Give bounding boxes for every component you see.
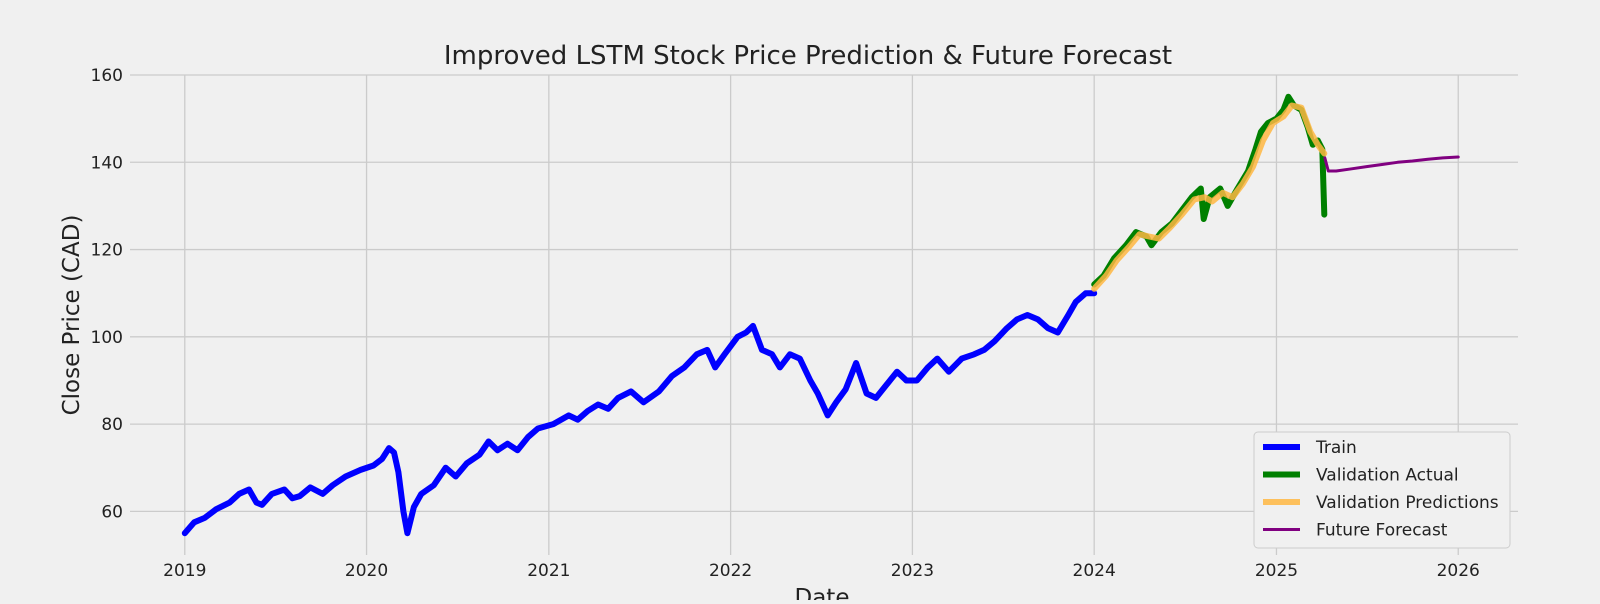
series-line-validation-predictions bbox=[1091, 102, 1328, 292]
series-line-future-forecast bbox=[1323, 155, 1460, 173]
y-tick-label: 160 bbox=[91, 66, 123, 86]
y-tick-label: 120 bbox=[91, 241, 123, 261]
y-tick-label: 80 bbox=[101, 415, 123, 435]
x-tick-label: 2023 bbox=[891, 561, 934, 581]
series-layer bbox=[181, 93, 1460, 537]
legend: Train Validation Actual Validation Predict… bbox=[1253, 431, 1511, 549]
y-tick-label: 100 bbox=[91, 328, 123, 348]
y-axis-label: Close Price (CAD) bbox=[59, 215, 85, 416]
series-line-train bbox=[181, 290, 1098, 537]
legend-item: Future Forecast bbox=[1263, 521, 1448, 541]
x-tick-label: 2025 bbox=[1255, 561, 1298, 581]
x-tick-label: 2019 bbox=[163, 561, 206, 581]
legend-label: Validation Actual bbox=[1316, 466, 1459, 486]
x-tick-label: 2024 bbox=[1073, 561, 1116, 581]
legend-item: Validation Actual bbox=[1263, 466, 1459, 486]
x-axis-label: Date bbox=[795, 585, 850, 600]
x-tick-label: 2022 bbox=[709, 561, 752, 581]
legend-label: Train bbox=[1315, 438, 1357, 458]
x-tick-label: 2026 bbox=[1437, 561, 1480, 581]
y-tick-label: 140 bbox=[91, 153, 123, 173]
tick-labels: 2019 2020 2021 2022 2023 2024 2025 2026 60 80 100 1… bbox=[91, 66, 1480, 581]
x-tick-label: 2021 bbox=[527, 561, 570, 581]
legend-label: Validation Predictions bbox=[1316, 493, 1499, 513]
y-tick-label: 60 bbox=[101, 502, 123, 522]
legend-item: Validation Predictions bbox=[1263, 493, 1499, 513]
grid bbox=[130, 74, 1518, 555]
legend-item: Train bbox=[1263, 438, 1357, 458]
legend-box bbox=[1253, 431, 1511, 549]
x-tick-label: 2020 bbox=[345, 561, 388, 581]
chart-title: Improved LSTM Stock Price Prediction & F… bbox=[444, 41, 1172, 71]
legend-label: Future Forecast bbox=[1316, 521, 1448, 541]
